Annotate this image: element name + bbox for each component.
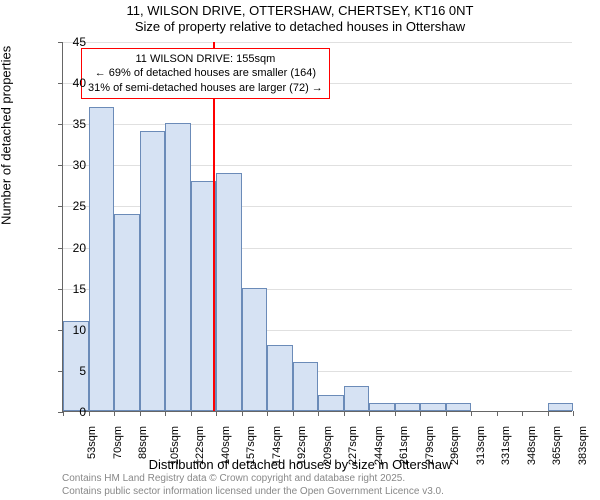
- footer-line-2: Contains public sector information licen…: [62, 486, 444, 499]
- annotation-line: ← 69% of detached houses are smaller (16…: [88, 66, 323, 80]
- histogram-bar: [548, 403, 574, 411]
- histogram-bar: [89, 107, 115, 411]
- annotation-line: 11 WILSON DRIVE: 155sqm: [88, 52, 323, 66]
- y-tick-label: 45: [56, 35, 86, 49]
- annotation-line: 31% of semi-detached houses are larger (…: [88, 81, 323, 95]
- histogram-bar: [420, 403, 446, 411]
- title-line-2: Size of property relative to detached ho…: [0, 19, 600, 35]
- x-tick-mark: [344, 411, 345, 416]
- x-tick-mark: [522, 411, 523, 416]
- gridline: [63, 124, 572, 125]
- x-tick-mark: [216, 411, 217, 416]
- x-tick-mark: [446, 411, 447, 416]
- chart-title: 11, WILSON DRIVE, OTTERSHAW, CHERTSEY, K…: [0, 3, 600, 36]
- x-tick-mark: [267, 411, 268, 416]
- x-tick-mark: [548, 411, 549, 416]
- histogram-bar: [140, 131, 166, 411]
- histogram-bar: [242, 288, 268, 411]
- y-axis-label: Number of detached properties: [0, 46, 14, 225]
- y-tick-label: 0: [56, 405, 86, 419]
- x-tick-label: 88sqm: [137, 426, 149, 459]
- x-tick-mark: [293, 411, 294, 416]
- x-tick-mark: [420, 411, 421, 416]
- x-tick-mark: [165, 411, 166, 416]
- x-tick-mark: [191, 411, 192, 416]
- histogram-bar: [216, 173, 242, 411]
- plot-area: 11 WILSON DRIVE: 155sqm← 69% of detached…: [62, 42, 572, 412]
- x-tick-mark: [395, 411, 396, 416]
- y-tick-label: 40: [56, 76, 86, 90]
- x-tick-label: 70sqm: [112, 426, 124, 459]
- y-tick-label: 15: [56, 282, 86, 296]
- title-line-1: 11, WILSON DRIVE, OTTERSHAW, CHERTSEY, K…: [0, 3, 600, 19]
- y-tick-label: 30: [56, 158, 86, 172]
- histogram-bar: [344, 386, 370, 411]
- y-tick-label: 10: [56, 323, 86, 337]
- x-tick-label: 53sqm: [86, 426, 98, 459]
- gridline: [63, 42, 572, 43]
- footer-attribution: Contains HM Land Registry data © Crown c…: [62, 473, 444, 498]
- histogram-bar: [318, 395, 344, 411]
- y-tick-label: 20: [56, 241, 86, 255]
- histogram-bar: [267, 345, 293, 411]
- annotation-box: 11 WILSON DRIVE: 155sqm← 69% of detached…: [81, 48, 330, 99]
- histogram-bar: [369, 403, 395, 411]
- y-tick-label: 35: [56, 117, 86, 131]
- x-tick-mark: [318, 411, 319, 416]
- x-axis-label: Distribution of detached houses by size …: [0, 457, 600, 472]
- histogram-bar: [293, 362, 319, 411]
- x-tick-mark: [140, 411, 141, 416]
- histogram-bar: [446, 403, 472, 411]
- x-tick-mark: [114, 411, 115, 416]
- footer-line-1: Contains HM Land Registry data © Crown c…: [62, 473, 444, 486]
- y-tick-label: 5: [56, 364, 86, 378]
- histogram-bar: [165, 123, 191, 411]
- x-tick-mark: [242, 411, 243, 416]
- x-tick-mark: [369, 411, 370, 416]
- histogram-bar: [395, 403, 421, 411]
- x-tick-mark: [573, 411, 574, 416]
- x-tick-mark: [497, 411, 498, 416]
- x-tick-mark: [471, 411, 472, 416]
- x-tick-mark: [89, 411, 90, 416]
- y-tick-label: 25: [56, 199, 86, 213]
- histogram-bar: [114, 214, 140, 411]
